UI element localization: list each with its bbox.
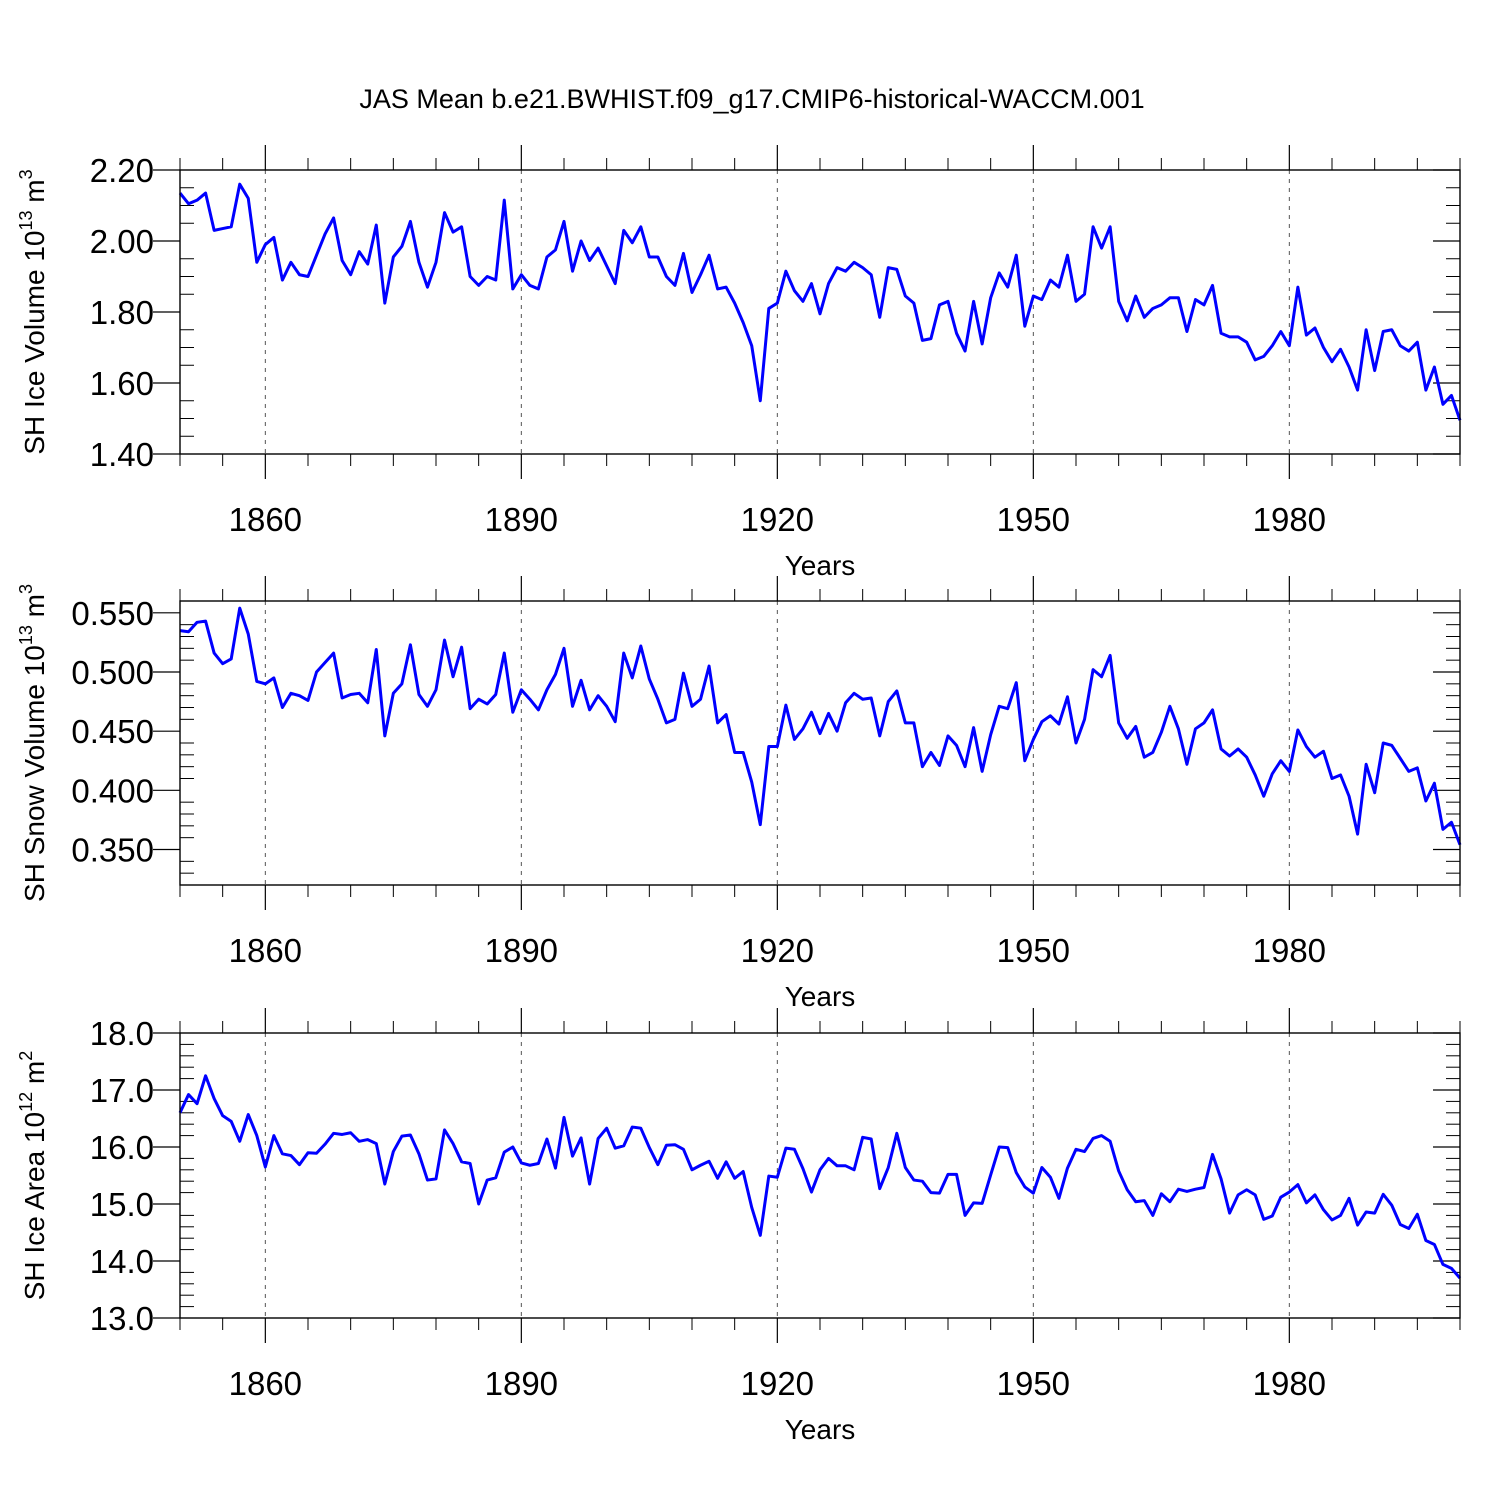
- panels: 1860 1890 1920 1950 1980 1.40 1.60 1.80 2.00 2.20…: [16, 145, 1462, 1445]
- y-tick-label: 17.0: [90, 1072, 154, 1109]
- plot-frame: [179, 600, 1461, 886]
- x-tick-label: 1950: [997, 1365, 1070, 1402]
- y-axis-label: SH Ice Area 1012 m2: [16, 1051, 50, 1301]
- x-tick-label: 1890: [485, 501, 558, 538]
- series-line: [178, 1074, 1462, 1280]
- panel-3: 1860 1890 1920 1950 1980 13.0 14.0 15.0 16.0 17.0…: [16, 1008, 1462, 1445]
- y-tick-label: 0.450: [71, 713, 154, 750]
- x-tick-label: 1920: [741, 501, 814, 538]
- x-axis-label: Years: [785, 981, 856, 1012]
- y-axis-label-superscript: 13: [16, 210, 36, 230]
- y-tick-label: 2.00: [90, 223, 154, 260]
- y-axis-label-superscript: 12: [16, 1092, 36, 1112]
- y-axis-label-text: m: [19, 1061, 50, 1092]
- y-axis-label-text: SH Ice Area 10: [19, 1112, 50, 1300]
- series-line: [179, 606, 1462, 846]
- y-tick-label: 2.20: [90, 152, 154, 189]
- series-line: [178, 182, 1462, 421]
- plot-frame: [179, 1032, 1461, 1319]
- y-axis-label-superscript: 3: [16, 584, 36, 594]
- y-tick-label: 0.350: [71, 832, 154, 869]
- x-tick-label: 1980: [1253, 1365, 1326, 1402]
- y-tick-label: 0.550: [71, 595, 154, 632]
- chart-title: JAS Mean b.e21.BWHIST.f09_g17.CMIP6-hist…: [359, 84, 1144, 114]
- panel-2: 1860 1890 1920 1950 1980 0.350 0.400 0.450 0.500…: [16, 576, 1462, 1012]
- y-tick-label: 15.0: [90, 1186, 154, 1223]
- panel-1: 1860 1890 1920 1950 1980 1.40 1.60 1.80 2.00 2.20…: [16, 145, 1462, 581]
- x-tick-label: 1980: [1253, 501, 1326, 538]
- x-tick-label: 1950: [997, 501, 1070, 538]
- x-tick-label: 1920: [741, 1365, 814, 1402]
- x-tick-label: 1860: [229, 932, 302, 969]
- x-axis-label: Years: [785, 1414, 856, 1445]
- y-axis-label-text: m: [19, 594, 50, 625]
- y-tick-label: 18.0: [90, 1015, 154, 1052]
- plot-frame: [179, 169, 1461, 455]
- x-tick-label: 1890: [485, 1365, 558, 1402]
- y-axis-label-text: SH Ice Volume 10: [19, 231, 50, 455]
- y-tick-label: 13.0: [90, 1300, 154, 1337]
- y-tick-label: 14.0: [90, 1243, 154, 1280]
- y-tick-label: 16.0: [90, 1129, 154, 1166]
- x-tick-label: 1980: [1253, 932, 1326, 969]
- y-axis-label-superscript: 13: [16, 625, 36, 645]
- y-axis-label-superscript: 2: [16, 1051, 36, 1061]
- y-tick-label: 1.80: [90, 294, 154, 331]
- x-tick-label: 1920: [741, 932, 814, 969]
- y-tick-label: 0.500: [71, 654, 154, 691]
- y-tick-label: 1.40: [90, 436, 154, 473]
- x-axis-label: Years: [785, 550, 856, 581]
- y-tick-label: 0.400: [71, 772, 154, 809]
- x-tick-label: 1860: [229, 501, 302, 538]
- y-axis-label: SH Ice Volume 1013 m3: [16, 169, 50, 454]
- y-axis-label: SH Snow Volume 1013 m3: [16, 584, 50, 902]
- y-axis-label-superscript: 3: [16, 169, 36, 179]
- x-tick-label: 1950: [997, 932, 1070, 969]
- y-axis-label-text: SH Snow Volume 10: [19, 645, 50, 902]
- y-axis-label-text: m: [19, 179, 50, 210]
- y-tick-label: 1.60: [90, 365, 154, 402]
- x-tick-label: 1890: [485, 932, 558, 969]
- x-tick-label: 1860: [229, 1365, 302, 1402]
